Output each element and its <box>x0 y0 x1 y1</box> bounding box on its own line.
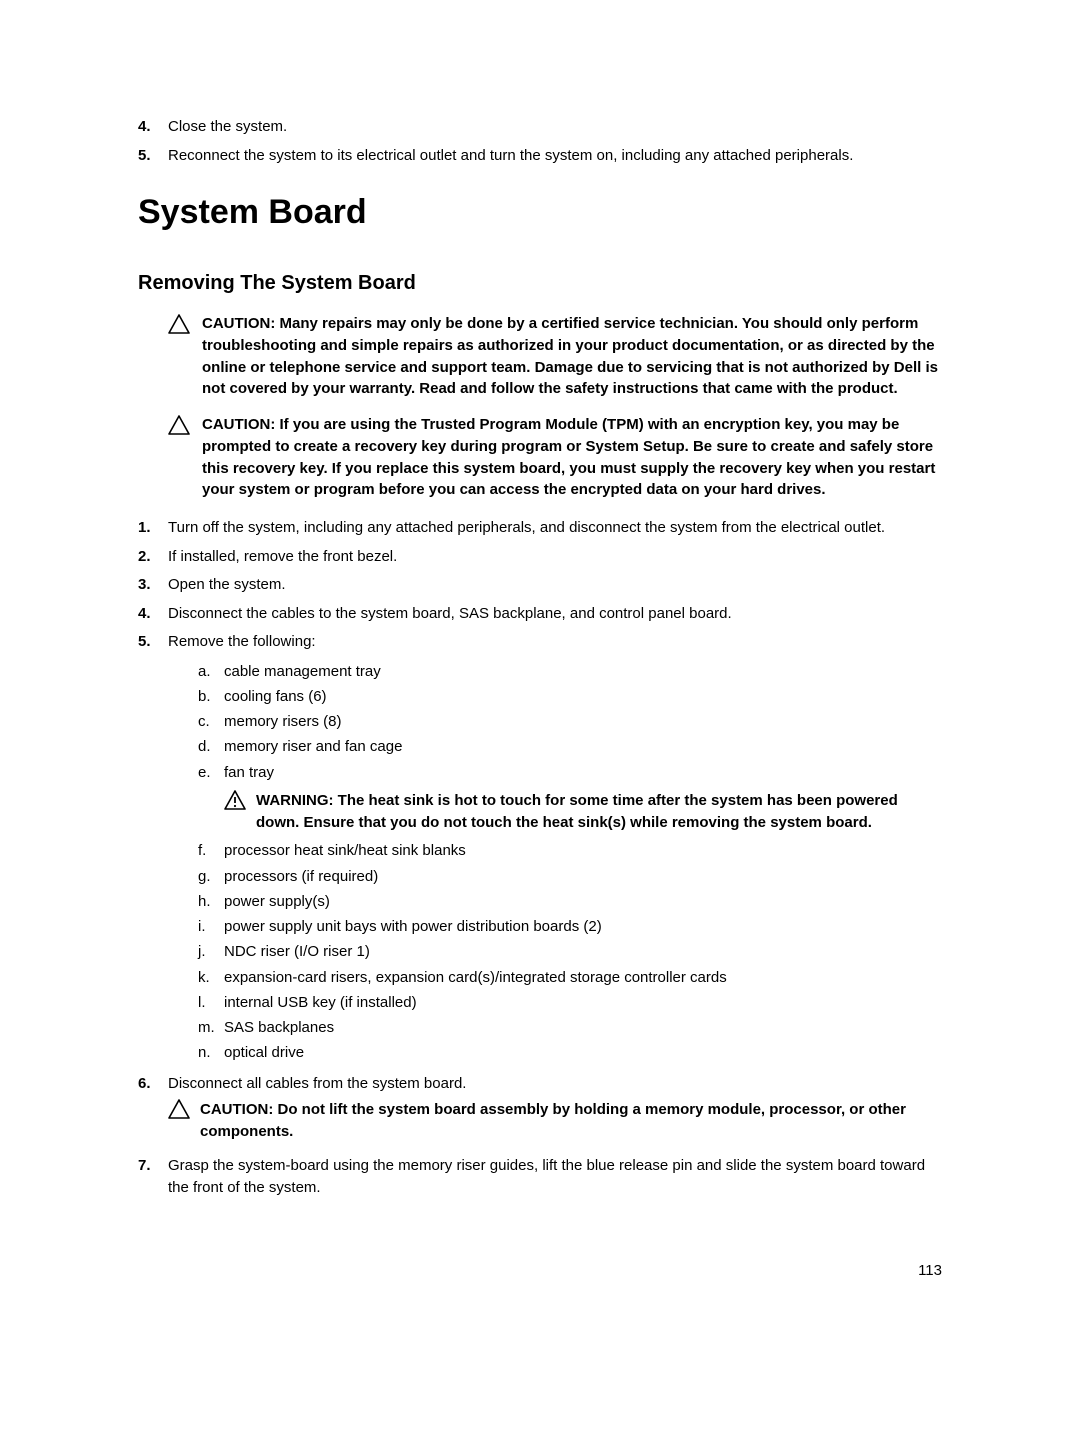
caution-block: CAUTION: Many repairs may only be done b… <box>168 313 942 400</box>
item-content: Disconnect all cables from the system bo… <box>168 1073 942 1149</box>
warning-block: WARNING: The heat sink is hot to touch f… <box>224 790 942 834</box>
item-number: 5. <box>138 631 168 1067</box>
sub-text: cooling fans (6) <box>224 685 942 708</box>
sub-list-item: i.power supply unit bays with power dist… <box>168 915 942 938</box>
item-text: Open the system. <box>168 574 942 597</box>
top-numbered-list: 4. Close the system. 5. Reconnect the sy… <box>138 116 942 167</box>
list-item: 5. Reconnect the system to its electrica… <box>138 145 942 168</box>
list-item: 6. Disconnect all cables from the system… <box>138 1073 942 1149</box>
sub-text: expansion-card risers, expansion card(s)… <box>224 966 942 989</box>
sub-letter: a. <box>168 660 224 683</box>
item-text: If installed, remove the front bezel. <box>168 546 942 569</box>
sub-letter: n. <box>168 1041 224 1064</box>
sub-list-item: n.optical drive <box>168 1041 942 1064</box>
page-number: 113 <box>918 1262 942 1279</box>
sub-letter: c. <box>168 710 224 733</box>
sub-list-item: c.memory risers (8) <box>168 710 942 733</box>
sub-list-item: e.fan tray <box>168 761 942 784</box>
sub-list-item: g.processors (if required) <box>168 865 942 888</box>
sub-text: memory risers (8) <box>224 710 942 733</box>
warning-triangle-icon <box>224 790 250 834</box>
list-item: 4. Disconnect the cables to the system b… <box>138 603 942 626</box>
item-text: Close the system. <box>168 116 942 139</box>
list-item: 3. Open the system. <box>138 574 942 597</box>
caution-block: CAUTION: If you are using the Trusted Pr… <box>168 414 942 501</box>
item-text: Grasp the system-board using the memory … <box>168 1155 942 1200</box>
sub-list: f.processor heat sink/heat sink blanks g… <box>168 839 942 1064</box>
item-text: Remove the following: <box>168 633 316 650</box>
sub-list-item: b.cooling fans (6) <box>168 685 942 708</box>
item-text: Reconnect the system to its electrical o… <box>168 145 942 168</box>
sub-list-item: j.NDC riser (I/O riser 1) <box>168 940 942 963</box>
sub-list-item: f.processor heat sink/heat sink blanks <box>168 839 942 862</box>
caution-text: CAUTION: Do not lift the system board as… <box>200 1099 942 1143</box>
sub-list-item: l.internal USB key (if installed) <box>168 991 942 1014</box>
sub-list-item: d.memory riser and fan cage <box>168 735 942 758</box>
caution-text: CAUTION: If you are using the Trusted Pr… <box>202 414 942 501</box>
sub-letter: j. <box>168 940 224 963</box>
sub-text: power supply unit bays with power distri… <box>224 915 942 938</box>
sub-list-item: m.SAS backplanes <box>168 1016 942 1039</box>
item-number: 4. <box>138 603 168 626</box>
item-number: 6. <box>138 1073 168 1149</box>
caution-text: CAUTION: Many repairs may only be done b… <box>202 313 942 400</box>
list-item: 7. Grasp the system-board using the memo… <box>138 1155 942 1200</box>
item-content: Remove the following: a.cable management… <box>168 631 942 1067</box>
sub-letter: e. <box>168 761 224 784</box>
item-text: Disconnect the cables to the system boar… <box>168 603 942 626</box>
sub-letter: b. <box>168 685 224 708</box>
item-number: 5. <box>138 145 168 168</box>
sub-text: fan tray <box>224 761 942 784</box>
item-number: 3. <box>138 574 168 597</box>
sub-letter: m. <box>168 1016 224 1039</box>
sub-letter: i. <box>168 915 224 938</box>
sub-text: memory riser and fan cage <box>224 735 942 758</box>
item-text: Turn off the system, including any attac… <box>168 517 942 540</box>
sub-letter: h. <box>168 890 224 913</box>
sub-letter: k. <box>168 966 224 989</box>
sub-text: optical drive <box>224 1041 942 1064</box>
caution-triangle-icon <box>168 313 194 400</box>
item-number: 1. <box>138 517 168 540</box>
sub-letter: d. <box>168 735 224 758</box>
caution-triangle-icon <box>168 414 194 501</box>
sub-letter: f. <box>168 839 224 862</box>
sub-text: processors (if required) <box>224 865 942 888</box>
sub-letter: l. <box>168 991 224 1014</box>
sub-text: SAS backplanes <box>224 1016 942 1039</box>
sub-list-item: k.expansion-card risers, expansion card(… <box>168 966 942 989</box>
list-item: 4. Close the system. <box>138 116 942 139</box>
item-number: 7. <box>138 1155 168 1200</box>
sub-list: a.cable management tray b.cooling fans (… <box>168 660 942 784</box>
sub-letter: g. <box>168 865 224 888</box>
procedure-list: 1. Turn off the system, including any at… <box>138 517 942 1200</box>
caution-triangle-icon <box>168 1099 194 1143</box>
document-page: 4. Close the system. 5. Reconnect the sy… <box>0 0 1080 1200</box>
warning-text: WARNING: The heat sink is hot to touch f… <box>256 790 942 834</box>
item-number: 4. <box>138 116 168 139</box>
list-item: 5. Remove the following: a.cable managem… <box>138 631 942 1067</box>
sub-list-item: a.cable management tray <box>168 660 942 683</box>
item-number: 2. <box>138 546 168 569</box>
sub-text: internal USB key (if installed) <box>224 991 942 1014</box>
sub-list-item: h.power supply(s) <box>168 890 942 913</box>
list-item: 1. Turn off the system, including any at… <box>138 517 942 540</box>
item-text: Disconnect all cables from the system bo… <box>168 1075 466 1092</box>
sub-text: processor heat sink/heat sink blanks <box>224 839 942 862</box>
heading-2: Removing The System Board <box>138 272 942 295</box>
sub-text: power supply(s) <box>224 890 942 913</box>
caution-block: CAUTION: Do not lift the system board as… <box>168 1099 942 1143</box>
list-item: 2. If installed, remove the front bezel. <box>138 546 942 569</box>
heading-1: System Board <box>138 193 942 232</box>
sub-text: NDC riser (I/O riser 1) <box>224 940 942 963</box>
sub-text: cable management tray <box>224 660 942 683</box>
